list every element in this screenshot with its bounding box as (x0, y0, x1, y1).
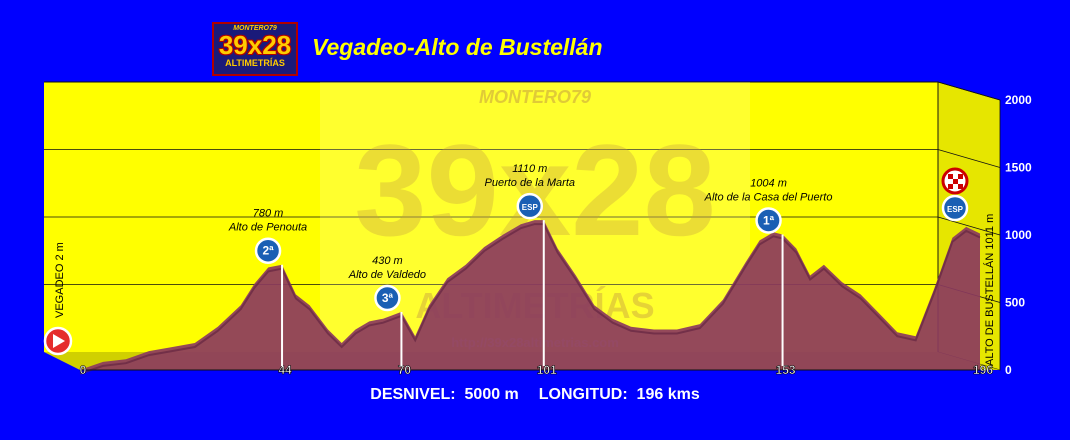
longitud-text: LONGITUD: 196 kms (538, 386, 700, 403)
start-location-label: VEGADEO 2 m (54, 242, 66, 318)
x-tick-label: 70 (398, 363, 412, 377)
y-tick-label: 2000 (1005, 93, 1032, 107)
climb-name-label: Alto de la Casa del Puerto (704, 191, 833, 203)
grid-line-side (937, 216, 1001, 236)
climb-name-label: Alto de Valdedo (348, 269, 426, 281)
x-tick-label: 196 (973, 363, 993, 377)
climb-category-label: 1ª (763, 213, 775, 227)
climb-category-label: 2ª (262, 244, 274, 258)
logo-sub-text: ALTIMETRÍAS (225, 58, 285, 68)
climb-badge-icon (374, 284, 401, 312)
start-play-shape (53, 334, 65, 348)
y-tick-label: 1000 (1005, 228, 1032, 242)
elevation-profile-shade (79, 223, 981, 375)
climb-altitude-label: 430 m (372, 255, 403, 267)
elevation-profile (80, 220, 980, 370)
footer-stats: DESNIVEL: 5000 m LONGITUD: 196 kms (0, 386, 1070, 404)
climb-name-label: Alto de Penouta (228, 222, 307, 234)
finish-flag-check (948, 174, 953, 179)
logo-top-text: MONTERO79 (233, 25, 277, 32)
grid-line-side (937, 149, 1001, 168)
logo: MONTERO79 39x28 ALTIMETRÍAS (212, 22, 298, 76)
finish-flag-check (958, 184, 963, 189)
climb-altitude-label: 1004 m (750, 177, 787, 189)
finish-flag-check (948, 184, 953, 189)
desnivel-text: DESNIVEL: 5000 m (370, 386, 519, 403)
x-tick-label: 101 (537, 363, 557, 377)
chart-title: Vegadeo-Alto de Bustellán (312, 34, 603, 60)
x-tick-label: 0 (80, 363, 87, 377)
climb-badge-icon (755, 207, 782, 234)
climb-badge-icon (254, 237, 282, 264)
climb-category-label: ESP (522, 203, 539, 212)
finish-flag-check (953, 179, 958, 184)
grid-line-side (937, 81, 1001, 101)
y-tick-label: 1500 (1005, 161, 1032, 175)
finish-category-icon (941, 194, 969, 222)
climb-category-label: 3ª (382, 291, 394, 305)
x-tick-label: 153 (776, 363, 796, 377)
climb-altitude-label: 1110 m (512, 163, 547, 175)
climb-name-label: Puerto de la Marta (485, 177, 576, 189)
y-tick-label: 0 (1005, 363, 1012, 377)
finish-flag-check (958, 174, 963, 179)
watermark-brand-top: MONTERO79 (479, 87, 591, 107)
finish-location-label: ALTO DE BUSTELLÁN 1011 m (983, 214, 996, 366)
logo-main-text: 39x28 (218, 30, 292, 60)
x-tick-label: 44 (278, 363, 292, 377)
climb-altitude-label: 780 m (253, 208, 284, 220)
climb-badge-icon (516, 192, 544, 220)
y-tick-label: 500 (1005, 296, 1025, 310)
finish-category-label: ESP (947, 205, 964, 214)
